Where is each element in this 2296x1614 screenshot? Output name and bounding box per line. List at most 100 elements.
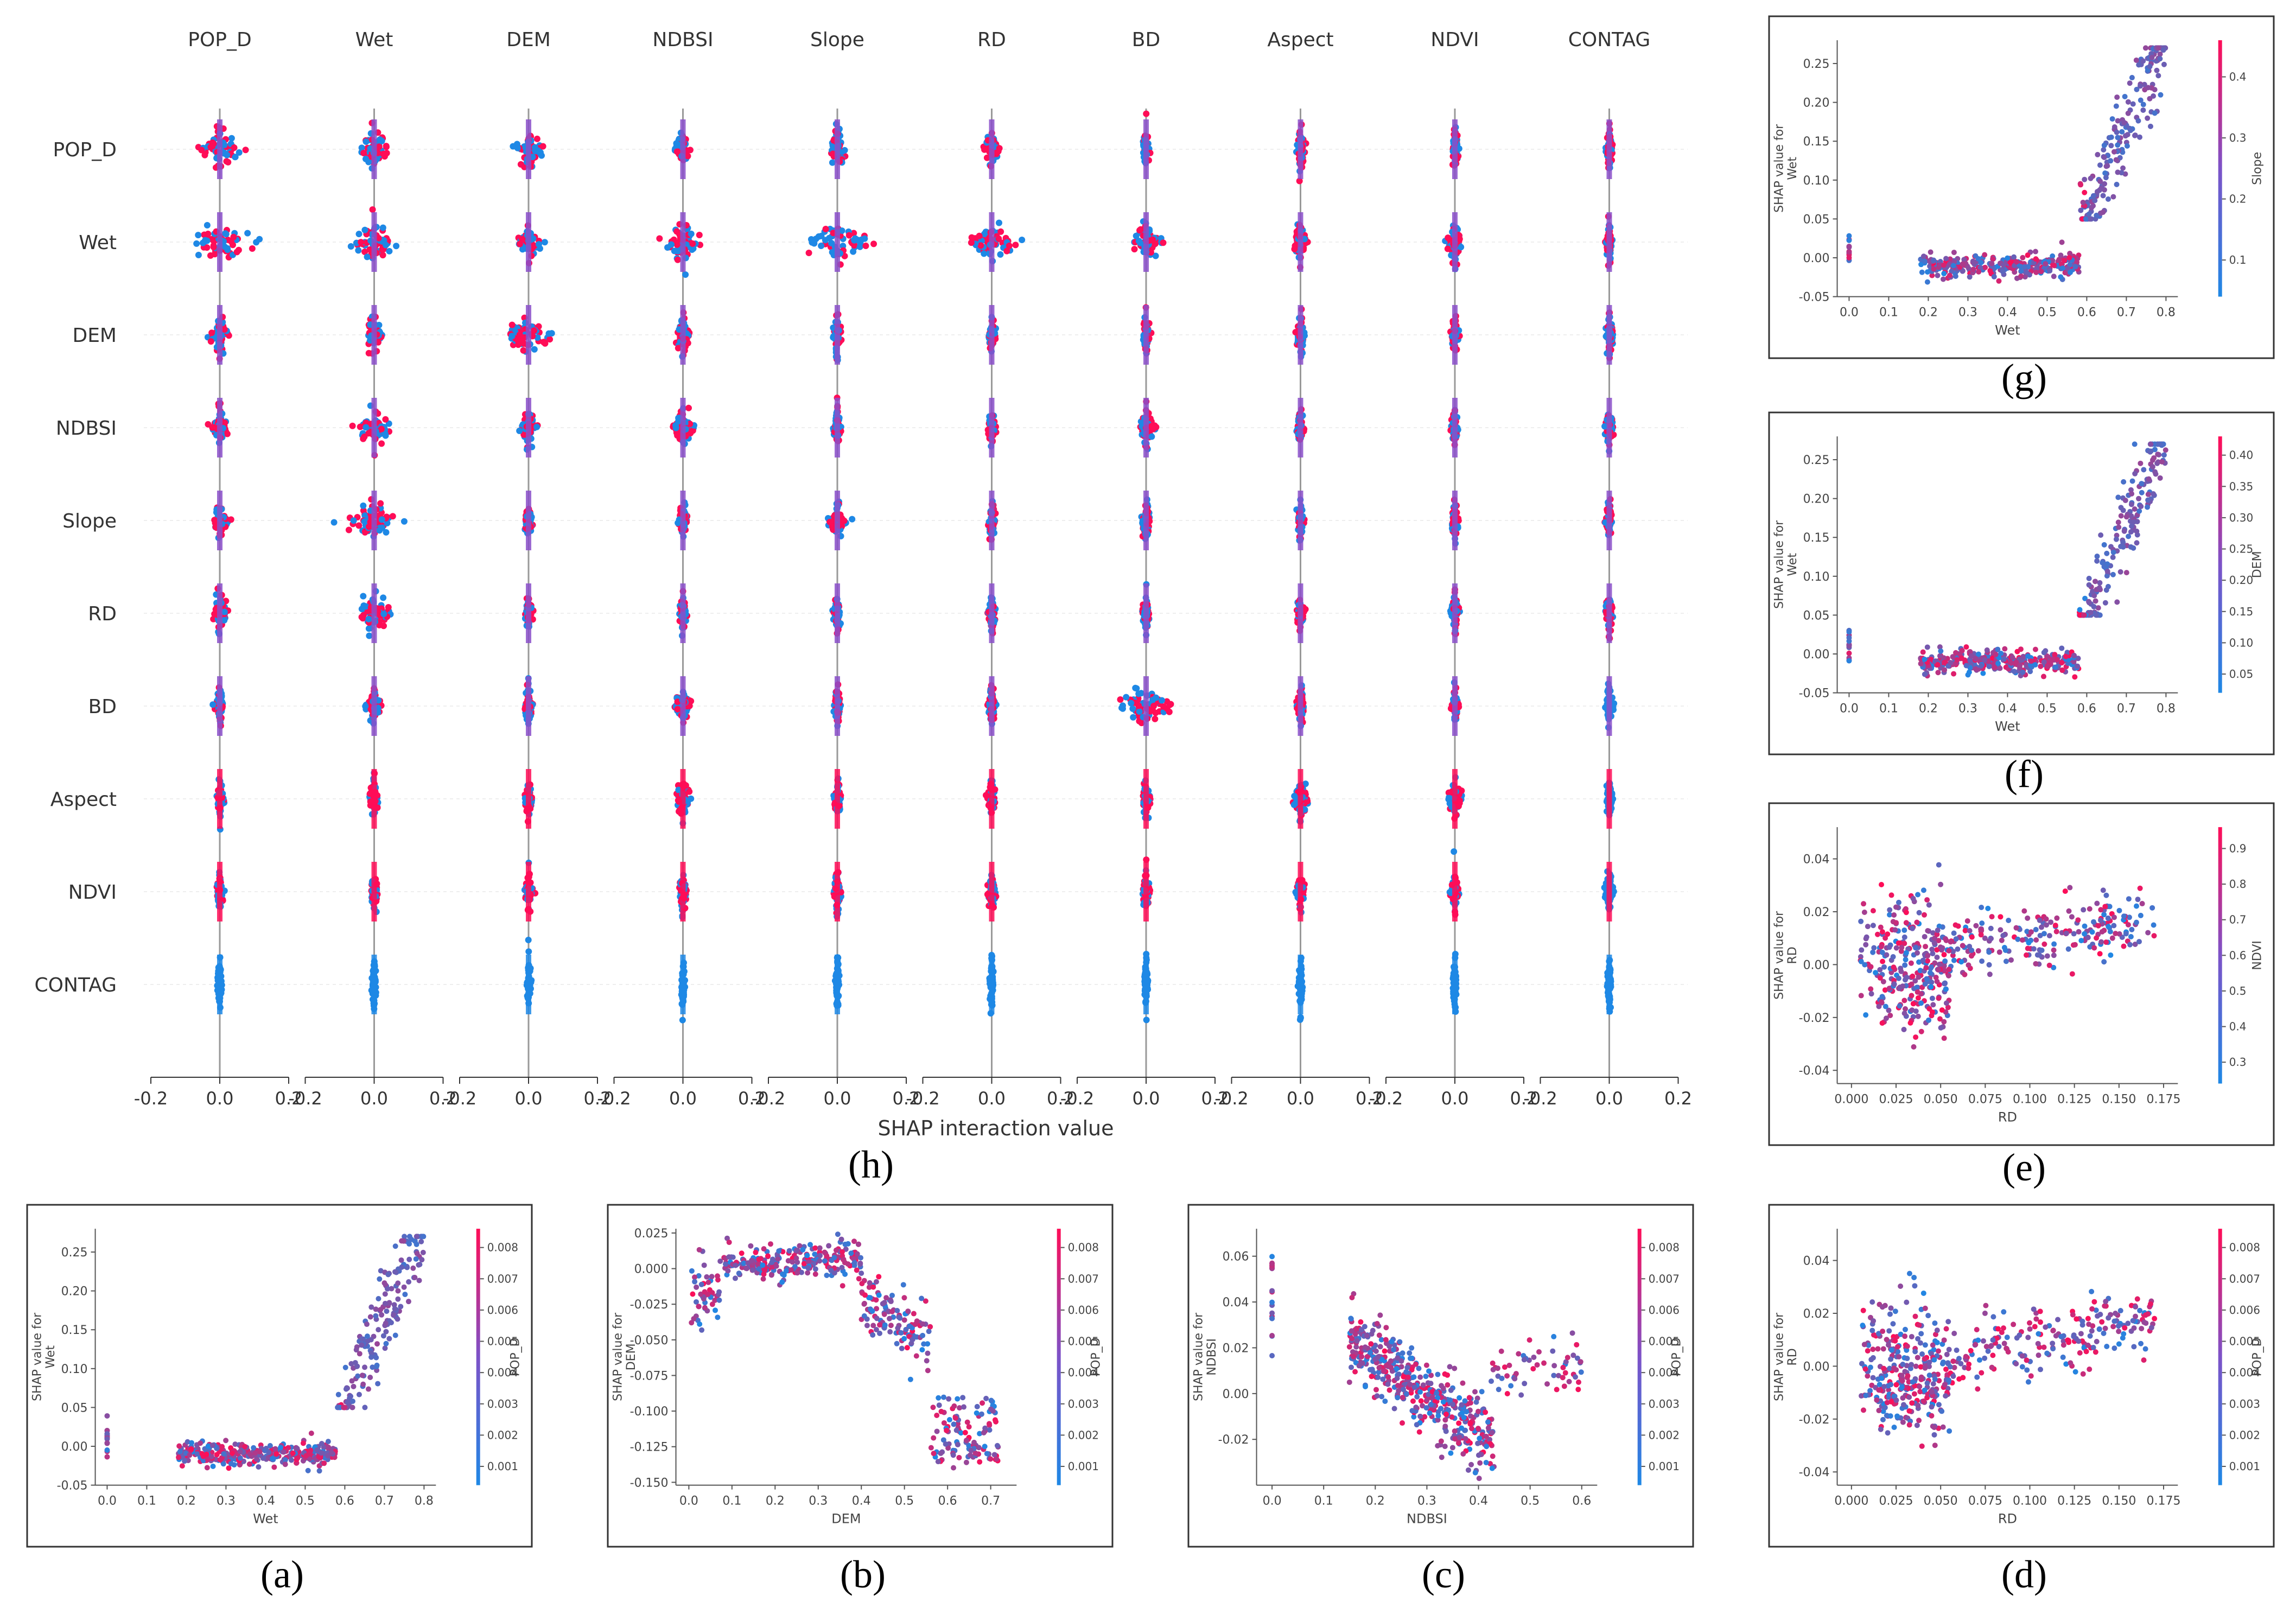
interaction-point bbox=[673, 247, 680, 255]
interaction-point bbox=[1123, 694, 1130, 701]
interaction-band bbox=[1143, 305, 1149, 365]
interaction-band bbox=[680, 398, 686, 457]
x-tick-label: 0.0 bbox=[206, 1088, 234, 1109]
interaction-band bbox=[371, 212, 377, 272]
interaction-band bbox=[371, 769, 377, 829]
x-tick-label: 0.0 bbox=[515, 1088, 543, 1109]
interaction-band bbox=[989, 119, 995, 179]
interaction-point bbox=[242, 147, 249, 154]
interaction-band bbox=[1143, 212, 1149, 272]
interaction-point bbox=[383, 143, 390, 150]
interaction-point bbox=[1149, 425, 1156, 433]
interaction-point bbox=[377, 500, 384, 507]
interaction-band bbox=[1298, 955, 1303, 1014]
interaction-point bbox=[673, 241, 680, 248]
interaction-point bbox=[1143, 110, 1150, 117]
row-label-contag: CONTAG bbox=[35, 974, 117, 996]
interaction-point bbox=[249, 245, 256, 252]
interaction-point bbox=[1296, 1016, 1303, 1023]
interaction-band bbox=[989, 955, 995, 1014]
interaction-band bbox=[989, 491, 995, 550]
interaction-point bbox=[358, 613, 365, 620]
interaction-point bbox=[361, 249, 368, 256]
interaction-point bbox=[229, 242, 236, 249]
interaction-band bbox=[526, 862, 531, 922]
interaction-point bbox=[201, 151, 208, 158]
interaction-summary-plot: POP_D Wet DEM NDBSI Slope RD BD Aspect NDVI CONTA… bbox=[35, 29, 1692, 1140]
interaction-point bbox=[362, 138, 370, 145]
interaction-point bbox=[995, 235, 1002, 242]
interaction-point bbox=[355, 231, 362, 238]
interaction-band bbox=[680, 769, 686, 829]
x-tick-label: 0.0 bbox=[669, 1088, 697, 1109]
x-tick-label: -0.2 bbox=[1060, 1088, 1094, 1109]
interaction-band bbox=[526, 398, 531, 457]
interaction-point bbox=[688, 230, 695, 237]
interaction-point bbox=[383, 529, 390, 536]
interaction-point bbox=[508, 333, 516, 340]
x-tick-label: -0.2 bbox=[134, 1088, 168, 1109]
x-tick-label: 0.0 bbox=[978, 1088, 1006, 1109]
interaction-point bbox=[221, 608, 228, 615]
x-tick-label: -0.2 bbox=[288, 1088, 322, 1109]
column-header-wet: Wet bbox=[355, 29, 393, 51]
interaction-band bbox=[1298, 398, 1303, 457]
column-header-aspect: Aspect bbox=[1267, 29, 1333, 51]
column-header-contag: CONTAG bbox=[1568, 29, 1651, 51]
interaction-point bbox=[516, 331, 523, 338]
interaction-point bbox=[1158, 697, 1165, 704]
interaction-point bbox=[361, 433, 368, 440]
interaction-point bbox=[349, 422, 356, 429]
interaction-point bbox=[207, 338, 214, 345]
interaction-point bbox=[360, 502, 367, 509]
interaction-point bbox=[672, 424, 679, 431]
column-header-rd: RD bbox=[977, 29, 1006, 51]
interaction-band bbox=[526, 119, 531, 179]
interaction-point bbox=[541, 239, 548, 246]
interaction-point bbox=[516, 427, 523, 434]
x-tick-label: -0.2 bbox=[597, 1088, 631, 1109]
interaction-band bbox=[526, 491, 531, 550]
interaction-point bbox=[818, 243, 825, 250]
interaction-point bbox=[364, 253, 371, 260]
interaction-point bbox=[350, 517, 357, 524]
interaction-band bbox=[1143, 769, 1149, 829]
interaction-band bbox=[1298, 769, 1303, 829]
interaction-point bbox=[360, 507, 367, 514]
interaction-point bbox=[1019, 237, 1026, 244]
interaction-point bbox=[379, 252, 386, 259]
interaction-band bbox=[1298, 676, 1303, 736]
interaction-point bbox=[360, 593, 367, 600]
x-tick-label: 0.0 bbox=[824, 1088, 851, 1109]
x-tick-label: 0.0 bbox=[1133, 1088, 1160, 1109]
interaction-point bbox=[207, 143, 214, 150]
interaction-point bbox=[210, 244, 217, 251]
interaction-point bbox=[225, 158, 232, 166]
interaction-band bbox=[680, 955, 686, 1014]
row-label-aspect: Aspect bbox=[50, 789, 117, 811]
interaction-band bbox=[217, 769, 222, 829]
x-tick-label: 0.2 bbox=[275, 1088, 303, 1109]
row-label-wet: Wet bbox=[79, 232, 117, 254]
interaction-point bbox=[535, 241, 542, 248]
interaction-point bbox=[389, 513, 396, 520]
interaction-point bbox=[221, 617, 228, 624]
interaction-point bbox=[221, 326, 228, 333]
interaction-point bbox=[1291, 246, 1298, 253]
interaction-band bbox=[217, 862, 222, 922]
interaction-point bbox=[380, 622, 387, 630]
interaction-band bbox=[1143, 583, 1149, 643]
interaction-point bbox=[369, 206, 376, 213]
interaction-point bbox=[1135, 690, 1142, 697]
interaction-point bbox=[689, 246, 696, 253]
interaction-point bbox=[199, 239, 206, 246]
interaction-band bbox=[217, 955, 222, 1014]
interaction-point bbox=[850, 248, 857, 255]
interaction-point bbox=[360, 149, 367, 156]
column-header-ndbsi: NDBSI bbox=[652, 29, 713, 51]
interaction-point bbox=[376, 527, 383, 534]
interaction-point bbox=[378, 516, 385, 523]
interaction-point bbox=[378, 137, 385, 144]
interaction-band bbox=[371, 119, 377, 179]
